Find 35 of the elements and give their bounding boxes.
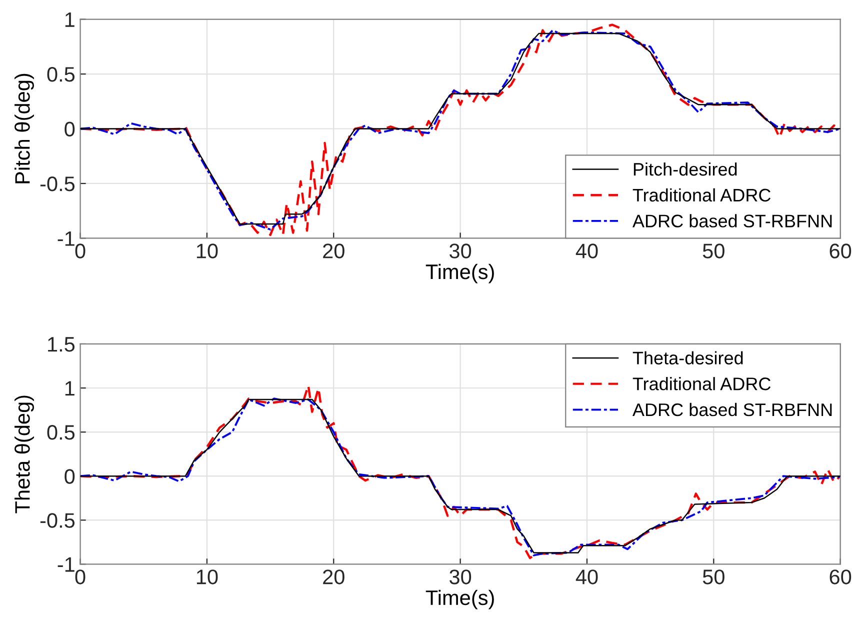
x-tick-label: 0 — [75, 570, 86, 584]
x-tick-label: 0 — [75, 244, 86, 258]
x-tick-label: 50 — [702, 244, 724, 258]
x-tick-label: 20 — [323, 244, 344, 258]
y-tick-label: 0 — [64, 122, 75, 137]
legend-label: ADRC based ST-RBFNN — [632, 402, 832, 416]
y-tick-label: -0.5 — [40, 176, 75, 192]
legend-label: ADRC based ST-RBFNN — [632, 214, 832, 228]
y-tick-label: 1 — [65, 12, 74, 27]
y-axis-title: Pitch θ(deg) — [14, 74, 34, 184]
legend-label: Pitch-desired — [634, 162, 737, 176]
x-axis-title: Time(s) — [426, 590, 494, 610]
y-tick-label: 1 — [65, 381, 74, 396]
x-axis-title: Time(s) — [426, 264, 494, 284]
y-tick-label: -1 — [58, 557, 74, 572]
x-tick-label: 30 — [450, 570, 472, 584]
x-tick-label: 30 — [450, 244, 472, 258]
y-tick-label: 0.5 — [47, 67, 75, 82]
y-axis-title: Theta θ(deg) — [14, 396, 34, 514]
legend-label: Traditional ADRC — [632, 188, 771, 202]
x-tick-label: 10 — [196, 570, 218, 584]
legend-label: Traditional ADRC — [632, 377, 771, 390]
y-tick-label: -0.5 — [40, 513, 75, 528]
y-tick-label: 0.5 — [47, 425, 75, 440]
x-tick-label: 40 — [576, 570, 598, 584]
y-tick-label: -1 — [58, 231, 74, 246]
x-tick-label: 40 — [576, 244, 598, 258]
x-tick-label: 60 — [830, 570, 852, 584]
x-tick-label: 60 — [830, 244, 852, 258]
x-tick-label: 20 — [323, 570, 344, 584]
x-tick-label: 50 — [702, 570, 724, 584]
x-tick-label: 10 — [196, 244, 218, 258]
legend-label: Theta-desired — [632, 351, 743, 364]
y-tick-label: 1.5 — [48, 337, 75, 352]
y-tick-label: 0 — [64, 469, 75, 484]
